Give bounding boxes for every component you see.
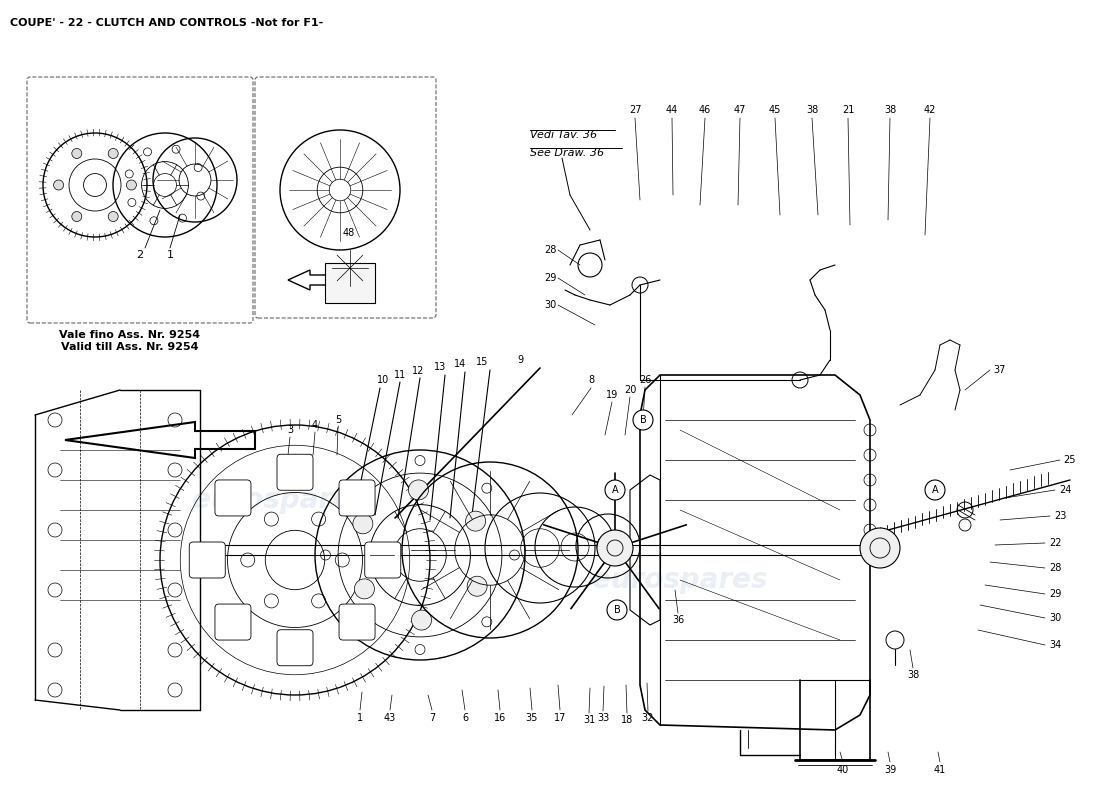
Circle shape [72, 211, 81, 222]
Text: 8: 8 [587, 375, 594, 385]
FancyBboxPatch shape [339, 604, 375, 640]
Text: 38: 38 [906, 670, 920, 680]
Text: B: B [639, 415, 647, 425]
Text: 2: 2 [136, 250, 144, 260]
Text: 21: 21 [842, 105, 855, 115]
Circle shape [468, 576, 487, 596]
Text: 30: 30 [1049, 613, 1061, 623]
Text: 5: 5 [334, 415, 341, 425]
FancyBboxPatch shape [214, 604, 251, 640]
FancyBboxPatch shape [28, 77, 253, 323]
Text: 35: 35 [526, 713, 538, 723]
Text: 38: 38 [806, 105, 818, 115]
Text: 48: 48 [343, 228, 355, 238]
Text: 28: 28 [1048, 563, 1062, 573]
Text: 47: 47 [734, 105, 746, 115]
Text: Vedi Tav. 36: Vedi Tav. 36 [530, 130, 597, 140]
Text: 42: 42 [924, 105, 936, 115]
Circle shape [860, 528, 900, 568]
FancyBboxPatch shape [214, 480, 251, 516]
Text: 29: 29 [1048, 589, 1062, 599]
Text: 29: 29 [543, 273, 557, 283]
Text: 27: 27 [629, 105, 641, 115]
Text: 1: 1 [166, 250, 174, 260]
Text: 38: 38 [884, 105, 896, 115]
Text: 28: 28 [543, 245, 557, 255]
Text: 4: 4 [312, 420, 318, 430]
FancyBboxPatch shape [339, 480, 375, 516]
FancyBboxPatch shape [277, 630, 313, 666]
Text: eurospares: eurospares [592, 566, 768, 594]
Text: 15: 15 [476, 357, 488, 367]
Text: 41: 41 [934, 765, 946, 775]
FancyBboxPatch shape [277, 454, 313, 490]
Text: 32: 32 [641, 713, 654, 723]
Circle shape [632, 410, 653, 430]
Text: 25: 25 [1064, 455, 1076, 465]
Text: COUPE' - 22 - CLUTCH AND CONTROLS -Not for F1-: COUPE' - 22 - CLUTCH AND CONTROLS -Not f… [10, 18, 323, 28]
Circle shape [607, 600, 627, 620]
Circle shape [411, 610, 431, 630]
Text: 20: 20 [624, 385, 636, 395]
FancyBboxPatch shape [324, 263, 375, 303]
Text: 12: 12 [411, 366, 425, 376]
Text: 10: 10 [377, 375, 389, 385]
Text: 22: 22 [1048, 538, 1062, 548]
Circle shape [925, 480, 945, 500]
Text: 26: 26 [639, 375, 651, 385]
Text: 17: 17 [553, 713, 566, 723]
Text: 24: 24 [1059, 485, 1071, 495]
Text: 46: 46 [698, 105, 711, 115]
Text: 1: 1 [356, 713, 363, 723]
Text: 31: 31 [583, 715, 595, 725]
FancyBboxPatch shape [365, 542, 400, 578]
Text: 23: 23 [1054, 511, 1066, 521]
Text: 44: 44 [666, 105, 678, 115]
Text: 34: 34 [1049, 640, 1061, 650]
Circle shape [72, 149, 81, 158]
Text: 6: 6 [462, 713, 469, 723]
Text: 43: 43 [384, 713, 396, 723]
Text: 39: 39 [884, 765, 896, 775]
Text: 3: 3 [287, 425, 293, 435]
Text: 30: 30 [543, 300, 557, 310]
Circle shape [108, 211, 118, 222]
Circle shape [353, 514, 373, 534]
Text: 40: 40 [837, 765, 849, 775]
Circle shape [597, 530, 632, 566]
Text: B: B [614, 605, 620, 615]
Circle shape [126, 180, 136, 190]
Circle shape [108, 149, 118, 158]
Text: 19: 19 [606, 390, 618, 400]
Text: Valid till Ass. Nr. 9254: Valid till Ass. Nr. 9254 [62, 342, 199, 352]
Text: A: A [612, 485, 618, 495]
Text: 18: 18 [620, 715, 634, 725]
Text: 9: 9 [517, 355, 524, 365]
Circle shape [54, 180, 64, 190]
Circle shape [605, 480, 625, 500]
Text: 7: 7 [429, 713, 436, 723]
Text: 13: 13 [433, 362, 447, 372]
Text: See Draw. 36: See Draw. 36 [530, 148, 604, 158]
Text: 45: 45 [769, 105, 781, 115]
Circle shape [465, 511, 485, 531]
Text: 33: 33 [597, 713, 609, 723]
Text: eurospares: eurospares [192, 486, 367, 514]
Circle shape [354, 579, 374, 599]
Text: 36: 36 [672, 615, 684, 625]
FancyBboxPatch shape [255, 77, 436, 318]
Text: A: A [932, 485, 938, 495]
Text: Vale fino Ass. Nr. 9254: Vale fino Ass. Nr. 9254 [59, 330, 200, 340]
Text: 14: 14 [454, 359, 466, 369]
Text: 37: 37 [993, 365, 1007, 375]
FancyBboxPatch shape [189, 542, 226, 578]
Circle shape [408, 480, 429, 500]
Text: 11: 11 [394, 370, 406, 380]
Text: 16: 16 [494, 713, 506, 723]
